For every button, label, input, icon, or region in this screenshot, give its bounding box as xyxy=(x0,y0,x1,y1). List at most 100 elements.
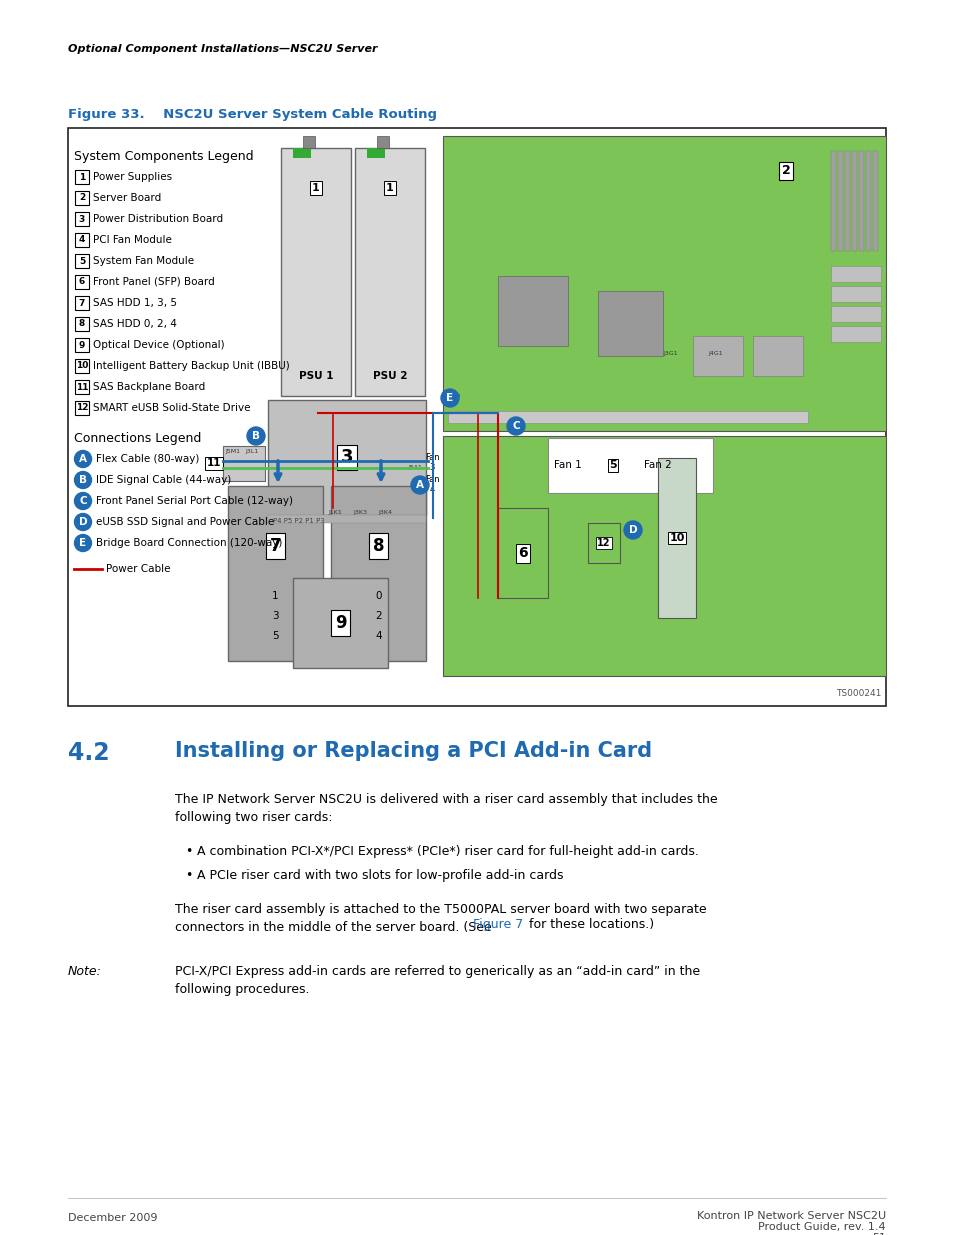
Bar xyxy=(865,151,870,251)
Text: 9: 9 xyxy=(335,614,346,632)
Text: Front Panel Serial Port Cable (12-way): Front Panel Serial Port Cable (12-way) xyxy=(96,496,293,506)
Circle shape xyxy=(74,493,91,510)
Text: 8: 8 xyxy=(373,537,384,555)
Text: A PCIe riser card with two slots for low-profile add-in cards: A PCIe riser card with two slots for low… xyxy=(196,869,563,882)
Text: J3K4: J3K4 xyxy=(377,510,392,515)
Circle shape xyxy=(74,472,91,489)
Text: 6: 6 xyxy=(79,278,85,287)
Bar xyxy=(293,578,388,668)
Bar xyxy=(587,522,619,563)
Text: eUSB SSD Signal and Power Cable: eUSB SSD Signal and Power Cable xyxy=(96,517,274,527)
Bar xyxy=(872,151,877,251)
Circle shape xyxy=(74,451,91,468)
Text: PSU 2: PSU 2 xyxy=(373,370,407,382)
Bar xyxy=(658,458,696,618)
Bar xyxy=(268,400,426,515)
Text: 51: 51 xyxy=(871,1233,885,1235)
Text: 1: 1 xyxy=(79,173,85,182)
Bar xyxy=(75,212,89,226)
Circle shape xyxy=(623,521,641,538)
Bar xyxy=(497,275,567,346)
Bar xyxy=(830,266,880,282)
Text: Power Distribution Board: Power Distribution Board xyxy=(92,214,223,224)
Text: B: B xyxy=(79,475,87,485)
Bar xyxy=(851,151,856,251)
Bar xyxy=(331,487,426,661)
Bar xyxy=(830,306,880,322)
Circle shape xyxy=(506,417,524,435)
Text: 4: 4 xyxy=(429,485,435,494)
Text: J1K1: J1K1 xyxy=(328,510,341,515)
Bar xyxy=(75,275,89,289)
Text: 1: 1 xyxy=(386,183,394,193)
Text: 12: 12 xyxy=(75,404,89,412)
Bar xyxy=(367,148,385,158)
Bar xyxy=(75,191,89,205)
Text: for these locations.): for these locations.) xyxy=(524,918,654,931)
Text: TS000241: TS000241 xyxy=(835,689,880,698)
Text: A combination PCI-X*/PCI Express* (PCIe*) riser card for full-height add-in card: A combination PCI-X*/PCI Express* (PCIe*… xyxy=(196,845,699,858)
Bar xyxy=(497,508,547,598)
Text: 8: 8 xyxy=(79,320,85,329)
Text: Installing or Replacing a PCI Add-in Card: Installing or Replacing a PCI Add-in Car… xyxy=(174,741,652,761)
Bar xyxy=(830,326,880,342)
Bar xyxy=(75,233,89,247)
Text: Kontron IP Network Server NSC2U: Kontron IP Network Server NSC2U xyxy=(696,1212,885,1221)
Text: The riser card assembly is attached to the T5000PAL server board with two separa: The riser card assembly is attached to t… xyxy=(174,903,706,935)
Text: 10: 10 xyxy=(669,534,684,543)
Text: E: E xyxy=(79,538,87,548)
Text: 2: 2 xyxy=(79,194,85,203)
Text: Fan: Fan xyxy=(424,453,438,462)
Text: Figure 33.    NSC2U Server System Cable Routing: Figure 33. NSC2U Server System Cable Rou… xyxy=(68,107,436,121)
Text: 2: 2 xyxy=(375,611,381,621)
Bar xyxy=(598,291,662,356)
Text: 7: 7 xyxy=(79,299,85,308)
Bar xyxy=(303,136,314,148)
Text: J1H2: J1H2 xyxy=(444,396,459,401)
Bar xyxy=(75,170,89,184)
Text: System Fan Module: System Fan Module xyxy=(92,256,193,266)
Text: Note:: Note: xyxy=(68,965,102,978)
Text: Figure 7: Figure 7 xyxy=(473,918,522,931)
Text: E: E xyxy=(446,393,453,403)
Circle shape xyxy=(74,514,91,531)
Circle shape xyxy=(74,535,91,552)
Text: SAS HDD 0, 2, 4: SAS HDD 0, 2, 4 xyxy=(92,319,176,329)
Text: Product Guide, rev. 1.4: Product Guide, rev. 1.4 xyxy=(758,1221,885,1233)
Text: •: • xyxy=(185,845,193,858)
Text: 10: 10 xyxy=(75,362,88,370)
Text: D: D xyxy=(78,517,88,527)
Bar xyxy=(75,359,89,373)
Circle shape xyxy=(247,427,265,445)
Text: Server Board: Server Board xyxy=(92,193,161,203)
Bar xyxy=(692,336,742,375)
Text: 4: 4 xyxy=(375,631,381,641)
Bar xyxy=(75,401,89,415)
Bar xyxy=(376,136,389,148)
Text: J3K3: J3K3 xyxy=(353,510,367,515)
Bar xyxy=(223,446,265,480)
Text: PCI Fan Module: PCI Fan Module xyxy=(92,235,172,245)
Text: Fan 2: Fan 2 xyxy=(643,461,671,471)
Bar xyxy=(75,317,89,331)
Text: 12: 12 xyxy=(597,538,610,548)
Text: Fan: Fan xyxy=(424,475,438,484)
Bar xyxy=(293,148,311,158)
Bar xyxy=(75,380,89,394)
Bar xyxy=(844,151,849,251)
Bar xyxy=(830,287,880,303)
Text: Power Supplies: Power Supplies xyxy=(92,172,172,182)
Text: 2: 2 xyxy=(781,164,789,178)
Text: 5: 5 xyxy=(609,461,617,471)
Text: Bridge Board Connection (120-way): Bridge Board Connection (120-way) xyxy=(96,538,282,548)
Text: SAS Backplane Board: SAS Backplane Board xyxy=(92,382,205,391)
Text: D: D xyxy=(628,525,637,535)
Text: 9: 9 xyxy=(79,341,85,350)
Text: IDE Signal Cable (44-way): IDE Signal Cable (44-way) xyxy=(96,475,231,485)
Text: •: • xyxy=(185,869,193,882)
Text: C: C xyxy=(512,421,519,431)
Bar xyxy=(837,151,842,251)
Bar xyxy=(68,128,885,706)
Text: 4: 4 xyxy=(79,236,85,245)
Text: 5: 5 xyxy=(272,631,278,641)
